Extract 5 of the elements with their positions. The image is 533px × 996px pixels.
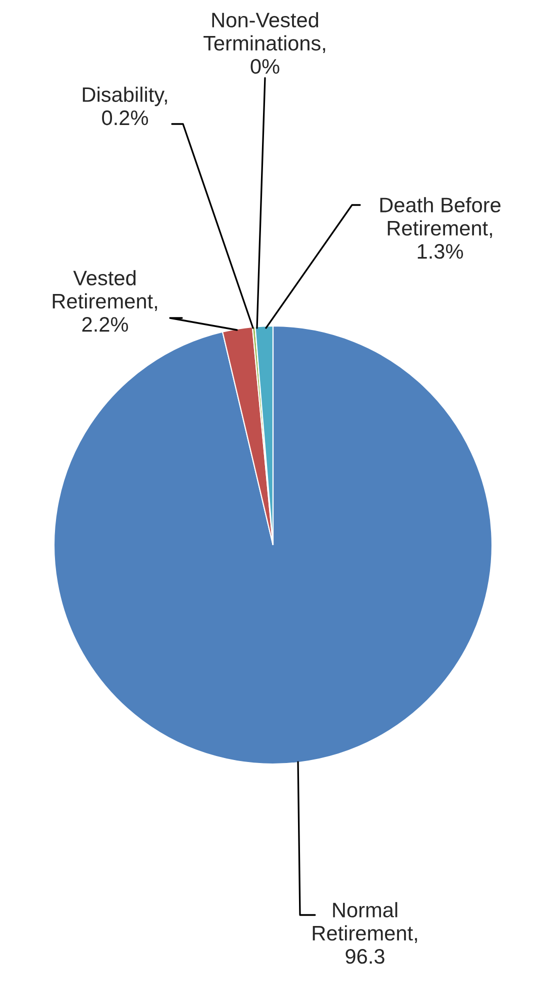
slice-label: Normal Retirement, 96.3 — [312, 902, 417, 964]
slice-label: Death Before Retirement, 1.3% — [380, 197, 500, 259]
slice-label: Disability, 0.2% — [82, 86, 167, 126]
slice-label: Vested Retirement, 2.2% — [52, 270, 157, 332]
category-label: Non-Vested Terminations, 0% — [204, 12, 326, 74]
